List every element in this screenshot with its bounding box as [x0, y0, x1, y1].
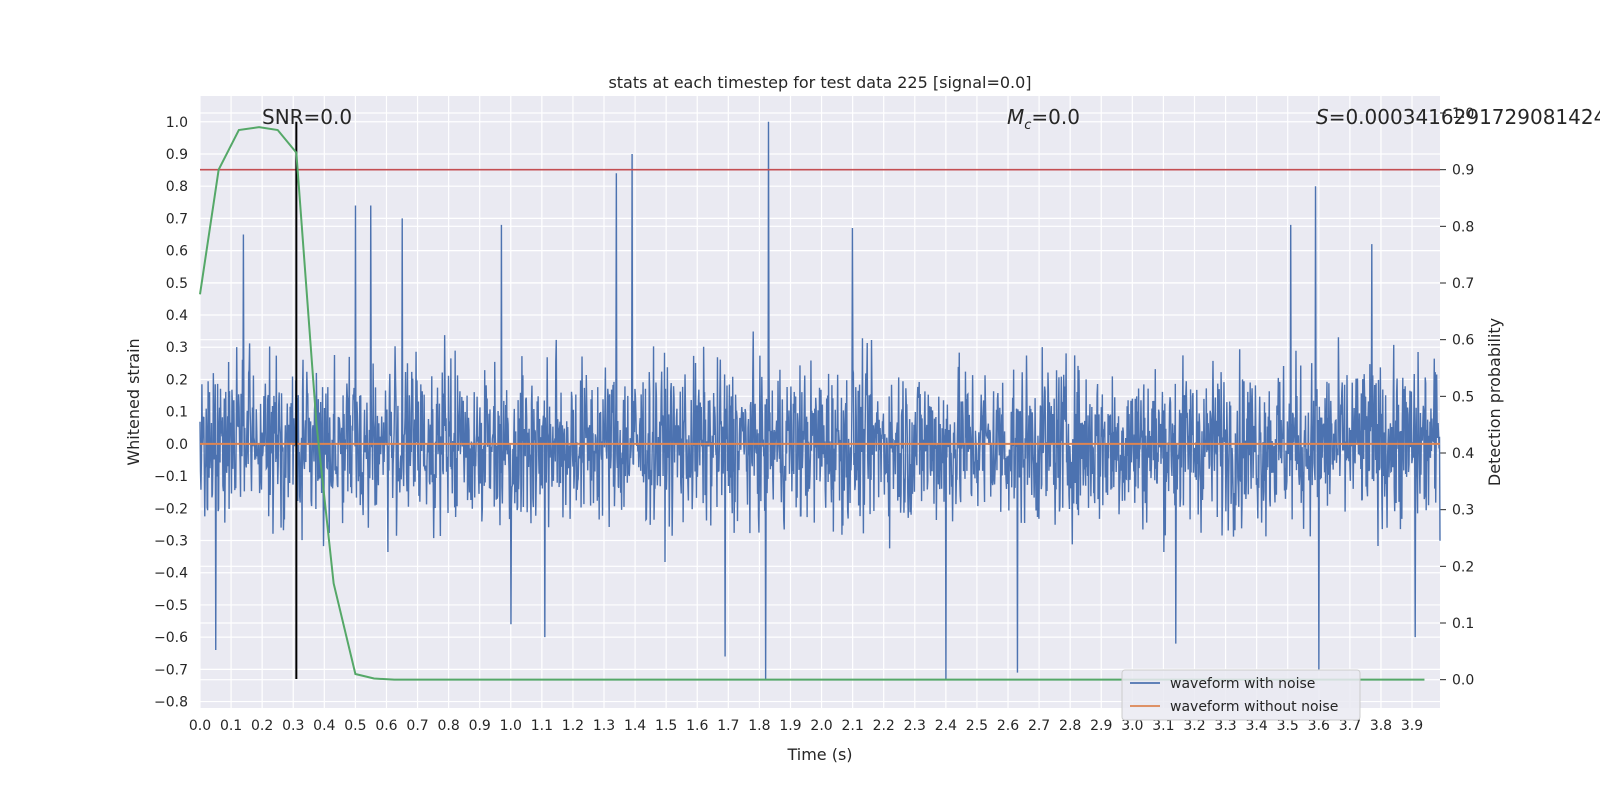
y-tick-label: −0.6 [154, 630, 188, 646]
y-tick-label: −0.4 [154, 566, 188, 582]
x-tick-label: 0.2 [251, 718, 273, 734]
y-tick-label: −0.1 [154, 469, 188, 485]
x-tick-label: 3.0 [1121, 718, 1143, 734]
annotation-mc-symbol: M [1007, 105, 1024, 129]
x-tick-label: 3.1 [1152, 718, 1174, 734]
legend-label-clean: waveform without noise [1170, 699, 1338, 715]
x-tick-label: 1.4 [624, 718, 646, 734]
y2-tick-label: 0.9 [1452, 163, 1474, 179]
y-tick-labels: −0.8 −0.7 −0.6 −0.5 −0.4 −0.3 −0.2 −0.1 0.0 0.1 0.… [154, 115, 188, 711]
x-tick-label: 1.3 [593, 718, 615, 734]
y-tick-label: −0.5 [154, 598, 188, 614]
legend-label-noise: waveform with noise [1170, 676, 1315, 692]
chart-title: stats at each timestep for test data 225… [608, 73, 1031, 92]
x-tick-label: 3.6 [1308, 718, 1330, 734]
annotation-snr: SNR=0.0 [262, 105, 352, 129]
annotation-s: S=0.0003416291729081424 [1316, 105, 1600, 129]
x-tick-labels: 0.0 0.1 0.2 0.3 0.4 0.5 0.6 0.7 0.8 0.9 1.0 1.1 1.2 1… [189, 718, 1423, 734]
y-tick-label: 0.7 [166, 211, 188, 227]
x-tick-label: 1.2 [562, 718, 584, 734]
x-tick-label: 0.7 [406, 718, 428, 734]
x-tick-label: 3.9 [1401, 718, 1423, 734]
x-tick-label: 0.1 [220, 718, 242, 734]
annotation-mc: Mc=0.0 [1007, 105, 1080, 133]
y2-tick-label: 0.2 [1452, 559, 1474, 575]
y-tick-label: −0.8 [154, 695, 188, 711]
y2-tick-label: 0.5 [1452, 389, 1474, 405]
line-detection-probability [199, 126, 1425, 681]
y2-tick-label: 0.1 [1452, 616, 1474, 632]
x-tick-label: 3.3 [1214, 718, 1236, 734]
x-tick-label: 0.4 [313, 718, 335, 734]
x-tick-label: 0.0 [189, 718, 211, 734]
y-tick-label: 0.0 [166, 437, 188, 453]
x-tick-label: 1.6 [686, 718, 708, 734]
x-tick-label: 3.5 [1277, 718, 1299, 734]
y-tick-label: 0.4 [166, 308, 188, 324]
y2-tick-label: 0.3 [1452, 503, 1474, 519]
line-waveform-with-noise [199, 121, 1441, 680]
x-tick-label: 1.9 [779, 718, 801, 734]
legend: waveform with noise waveform without noi… [1121, 669, 1361, 721]
y-tick-label: 0.6 [166, 244, 188, 260]
y-tick-label: 0.1 [166, 405, 188, 421]
x-tick-label: 2.5 [966, 718, 988, 734]
x-tick-label: 2.6 [997, 718, 1019, 734]
y2-tick-label: 0.8 [1452, 219, 1474, 235]
x-tick-label: 0.3 [282, 718, 304, 734]
y-tick-label: −0.3 [154, 534, 188, 550]
x-tick-label: 1.7 [717, 718, 739, 734]
y2-axis-label: Detection probability [1485, 318, 1504, 486]
x-tick-label: 3.7 [1339, 718, 1361, 734]
x-tick-label: 0.6 [375, 718, 397, 734]
x-tick-label: 2.8 [1059, 718, 1081, 734]
x-tick-label: 2.9 [1090, 718, 1112, 734]
x-tick-label: 3.2 [1183, 718, 1205, 734]
x-axis-label: Time (s) [786, 745, 852, 764]
y2-tick-label: 0.6 [1452, 333, 1474, 349]
x-tick-label: 3.4 [1246, 718, 1268, 734]
annotation-s-value: =0.0003416291729081424 [1329, 105, 1600, 129]
x-tick-label: 2.4 [935, 718, 957, 734]
y-axis-label: Whitened strain [124, 338, 143, 465]
y-tick-label: −0.2 [154, 501, 188, 517]
x-tick-label: 1.0 [500, 718, 522, 734]
x-tick-label: 2.0 [810, 718, 832, 734]
y2-tick-label: 0.7 [1452, 276, 1474, 292]
x-tick-label: 3.8 [1370, 718, 1392, 734]
series-detection-probability [199, 126, 1425, 681]
annotation-mc-value: =0.0 [1031, 105, 1080, 129]
y-tick-label: 0.3 [166, 340, 188, 356]
series-waveform-with-noise [199, 121, 1441, 680]
x-tick-label: 1.1 [531, 718, 553, 734]
y2-tick-label: 0.0 [1452, 673, 1474, 689]
x-tick-label: 0.8 [437, 718, 459, 734]
y2-tick-labels: 0.0 0.1 0.2 0.3 0.4 0.5 0.6 0.7 0.8 0.9 1.0 [1452, 106, 1474, 689]
y2-tick-label: 1.0 [1452, 106, 1474, 122]
x-tick-label: 2.2 [873, 718, 895, 734]
legend-box [1121, 669, 1361, 721]
x-tick-label: 2.7 [1028, 718, 1050, 734]
y-tick-label: 0.8 [166, 179, 188, 195]
annotation-s-symbol: S [1316, 105, 1329, 129]
y-tick-label: 0.9 [166, 147, 188, 163]
x-tick-label: 0.5 [344, 718, 366, 734]
y-tick-label: 0.5 [166, 276, 188, 292]
y-tick-label: 0.2 [166, 372, 188, 388]
x-tick-label: 2.1 [841, 718, 863, 734]
y-tick-label: 1.0 [166, 115, 188, 131]
y2-tick-label: 0.4 [1452, 446, 1474, 462]
x-tick-label: 1.5 [655, 718, 677, 734]
x-tick-label: 0.9 [469, 718, 491, 734]
x-tick-label: 2.3 [904, 718, 926, 734]
annotation-mc-sub: c [1024, 118, 1031, 133]
x-tick-label: 1.8 [748, 718, 770, 734]
y-tick-label: −0.7 [154, 662, 188, 678]
